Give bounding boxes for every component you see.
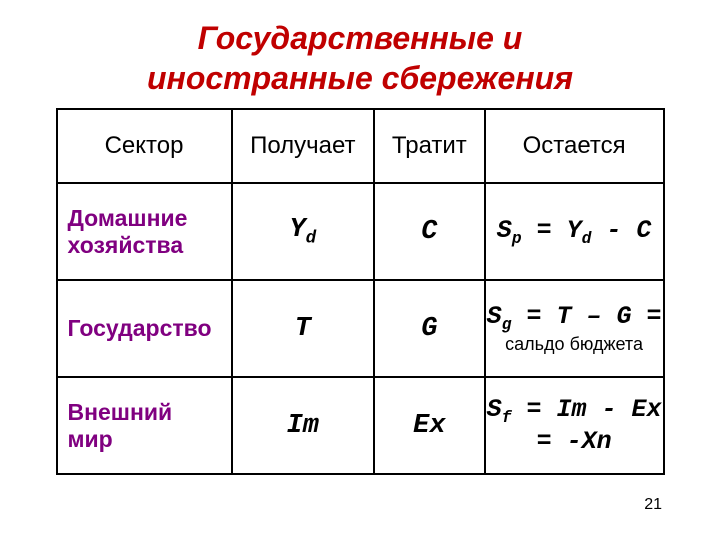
savings-table: Сектор Получает Тратит Остается Домашние… (56, 108, 665, 475)
table-row: ГосударствоTGSg = T – G =сальдо бюджета (57, 280, 664, 377)
table-header-row: Сектор Получает Тратит Остается (57, 109, 664, 183)
table-row: ВнешниймирImExSf = Im - Ex= -Xn (57, 377, 664, 474)
spends-cell: C (374, 183, 485, 280)
spends-cell: G (374, 280, 485, 377)
slide-title-line2: иностранные сбережения (147, 60, 573, 96)
page-number: 21 (644, 496, 662, 514)
header-sector: Сектор (57, 109, 232, 183)
receives-cell: Im (232, 377, 374, 474)
header-spends: Тратит (374, 109, 485, 183)
result-cell: Sf = Im - Ex= -Xn (485, 377, 664, 474)
slide: { "title": { "line1": "Государственные и… (0, 0, 720, 540)
sector-cell: Домашниехозяйства (57, 183, 232, 280)
sector-cell: Внешниймир (57, 377, 232, 474)
table-body: ДомашниехозяйстваYdCSp = Yd - CГосударст… (57, 183, 664, 474)
header-receives: Получает (232, 109, 374, 183)
table-row: ДомашниехозяйстваYdCSp = Yd - C (57, 183, 664, 280)
result-cell: Sp = Yd - C (485, 183, 664, 280)
header-remains: Остается (485, 109, 664, 183)
result-cell: Sg = T – G =сальдо бюджета (485, 280, 664, 377)
receives-cell: T (232, 280, 374, 377)
receives-cell: Yd (232, 183, 374, 280)
slide-title: Государственные и иностранные сбережения (0, 18, 720, 98)
sector-cell: Государство (57, 280, 232, 377)
slide-title-line1: Государственные и (198, 20, 523, 56)
spends-cell: Ex (374, 377, 485, 474)
